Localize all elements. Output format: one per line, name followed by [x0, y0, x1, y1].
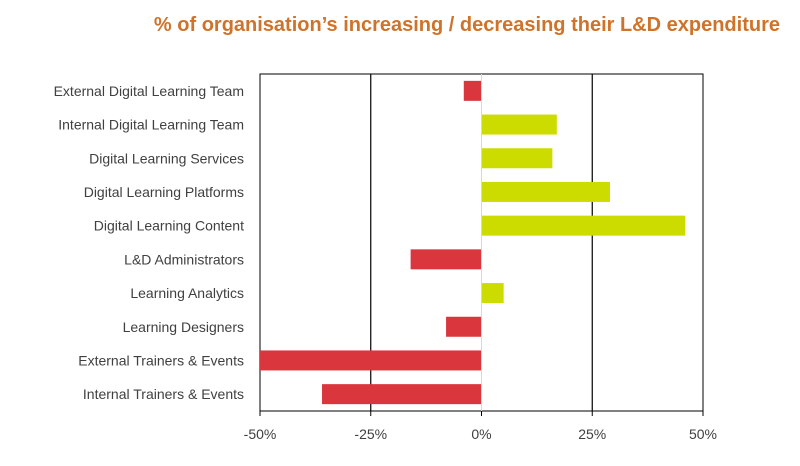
bar: [446, 316, 482, 337]
bar: [322, 384, 482, 405]
chart-title: % of organisation’s increasing / decreas…: [153, 14, 780, 36]
bar: [260, 350, 482, 371]
x-tick-label: 0%: [471, 426, 491, 442]
category-label: Learning Analytics: [130, 285, 244, 301]
category-label: L&D Administrators: [124, 251, 244, 267]
bar: [481, 114, 557, 135]
category-label: External Digital Learning Team: [54, 83, 244, 99]
category-label: Internal Digital Learning Team: [58, 117, 244, 133]
category-label: External Trainers & Events: [78, 352, 244, 368]
x-tick-label: 25%: [578, 426, 606, 442]
bar: [463, 80, 482, 101]
x-tick-label: 50%: [689, 426, 717, 442]
category-label: Digital Learning Content: [94, 218, 244, 234]
category-label: Internal Trainers & Events: [83, 386, 244, 402]
x-tick-label: -50%: [244, 426, 277, 442]
bar: [481, 283, 504, 304]
category-label: Digital Learning Platforms: [84, 184, 244, 200]
bar: [481, 215, 686, 236]
bar: [481, 181, 610, 202]
x-tick-label: -25%: [354, 426, 387, 442]
category-label: Learning Designers: [123, 319, 244, 335]
bar: [481, 148, 553, 169]
category-label: Digital Learning Services: [89, 150, 244, 166]
bar: [410, 249, 482, 270]
